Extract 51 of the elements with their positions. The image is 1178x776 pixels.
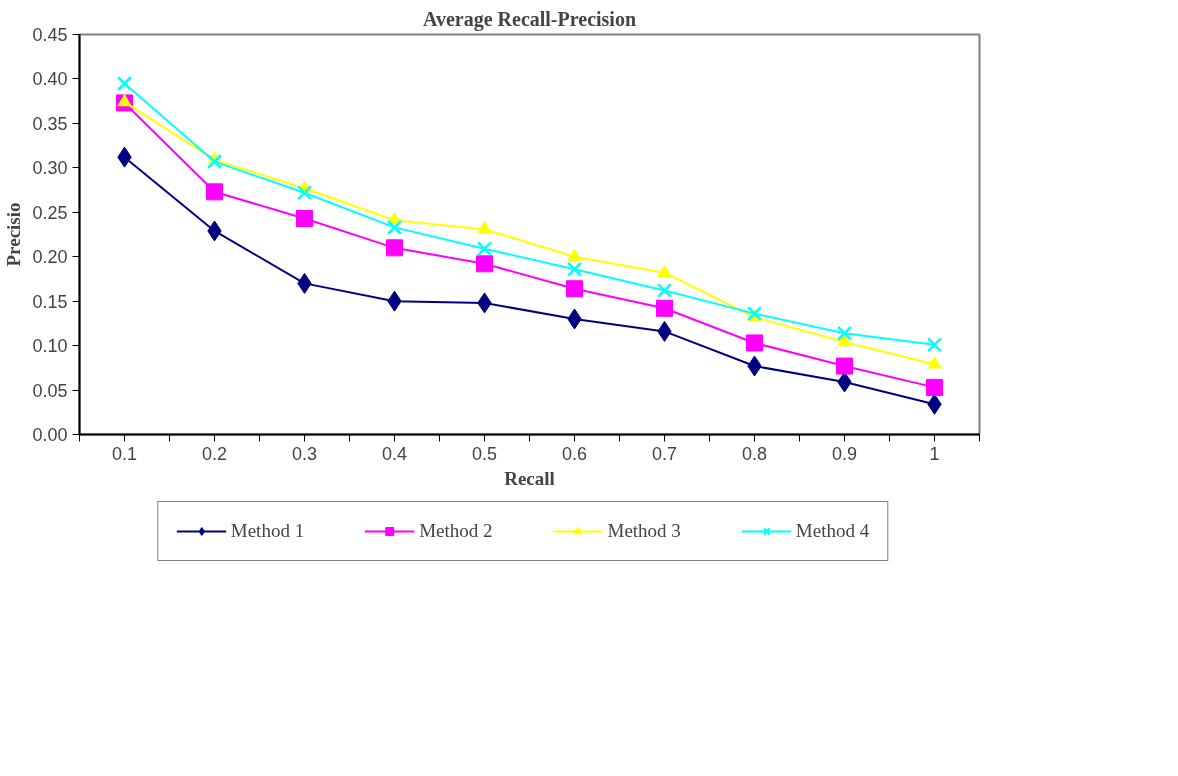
y-tick-label: 0.00 [32,425,68,445]
point [927,356,942,369]
x-tick-label: 0.3 [291,443,318,464]
point [746,334,763,352]
point [836,357,853,375]
point [657,264,672,277]
point [566,280,583,298]
y-tick-label: 0.10 [32,336,68,357]
y-tick-label: 0.30 [32,158,68,179]
legend-label: Method 1 [230,520,305,542]
y-tick-label: 0.45 [32,25,68,45]
point [837,334,852,347]
y-tick-label: 0.20 [32,247,68,268]
point [926,337,943,353]
x-tick-label: 0.9 [831,443,858,464]
y-tick-label: 0.25 [32,202,68,223]
point [836,325,853,341]
point [566,261,583,277]
chart-title: Average Recall-Precision [422,7,637,31]
x-tick-label: 1 [929,443,940,464]
y-tick-label: 0.40 [32,69,68,90]
legend-label: Method 4 [795,520,870,542]
point [117,94,132,107]
legend-label: Method 3 [607,520,681,542]
point [477,221,492,234]
x-axis-title: Recall [504,467,555,489]
point [206,183,223,201]
point [206,154,223,170]
x-tick-label: 0.4 [381,443,408,464]
x-tick-label: 0.1 [111,443,138,464]
x-tick-label: 0.8 [741,443,768,464]
point [386,239,403,257]
point [567,248,582,261]
point [116,75,133,91]
point [926,378,943,396]
point [476,255,493,273]
x-tick-label: 0.6 [561,443,588,464]
point [386,219,403,235]
x-tick-label: 0.7 [651,443,678,464]
y-tick-label: 0.05 [32,380,68,401]
x-tick-label: 0.5 [471,443,498,464]
point [656,282,673,299]
point [656,299,673,317]
point [296,185,313,201]
y-tick-label: 0.15 [32,291,68,312]
y-tick-label: 0.35 [32,113,68,134]
point [476,241,493,257]
x-tick-label: 0.2 [201,443,228,464]
legend-label: Method 2 [419,520,493,542]
point [296,210,313,227]
y-axis-title: Precisio [3,202,25,267]
